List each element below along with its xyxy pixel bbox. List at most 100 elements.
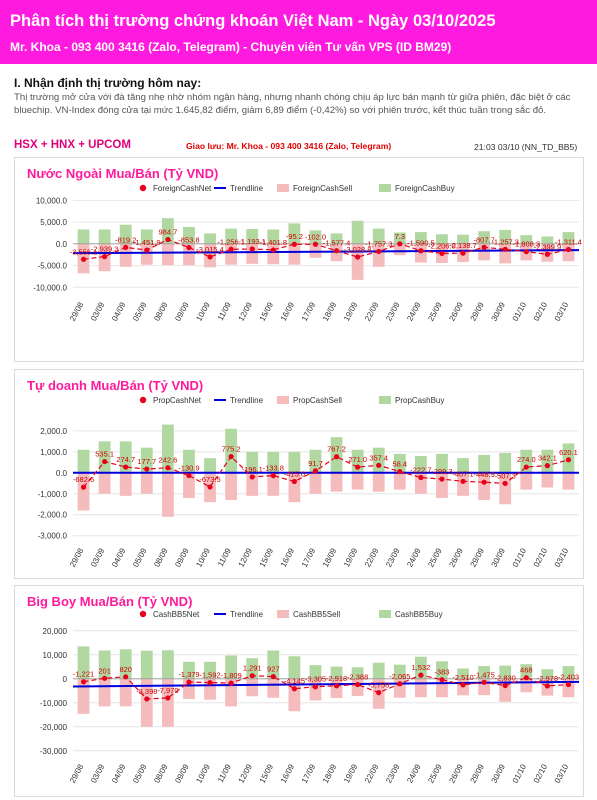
sell-bar bbox=[436, 678, 448, 698]
x-tick-label: 02/10 bbox=[532, 300, 550, 322]
prop-flow-chart-title: Tự doanh Mua/Bán (Tỷ VND) bbox=[27, 378, 204, 393]
net-point bbox=[207, 254, 213, 260]
buy-bar bbox=[309, 665, 322, 679]
net-data-label: -2,939.3 bbox=[91, 245, 119, 254]
net-data-label: -2,403 bbox=[558, 673, 579, 682]
buy-bar bbox=[414, 456, 427, 473]
net-data-label: 242.6 bbox=[158, 456, 177, 465]
sell-bar bbox=[309, 472, 322, 494]
buy-bar bbox=[288, 656, 301, 679]
net-point bbox=[80, 679, 87, 685]
net-data-label: -1,475 bbox=[473, 670, 494, 679]
buy-bar bbox=[183, 661, 195, 679]
buy-bar bbox=[457, 234, 469, 244]
buy-bar bbox=[77, 229, 90, 244]
buy-bar bbox=[267, 650, 280, 679]
sell-bar bbox=[351, 678, 364, 697]
y-tick-label: -10,000.0 bbox=[33, 283, 67, 292]
x-tick-label: 03/10 bbox=[553, 300, 571, 322]
x-tick-label: 02/10 bbox=[532, 762, 550, 784]
net-point bbox=[333, 683, 340, 689]
buy-bar bbox=[562, 232, 575, 244]
sell-bar bbox=[161, 678, 174, 727]
buy-bar bbox=[161, 650, 174, 679]
net-data-label: -2,399.9 bbox=[534, 242, 562, 251]
buy-bar bbox=[330, 666, 343, 679]
header-banner: Phân tích thị trường chứng khoán Việt Na… bbox=[0, 0, 597, 64]
net-point bbox=[355, 464, 361, 470]
legend-label: PropCashNet bbox=[153, 396, 202, 405]
sell-bar bbox=[140, 678, 153, 727]
x-tick-label: 23/09 bbox=[384, 300, 402, 322]
x-tick-label: 05/09 bbox=[131, 300, 149, 322]
market-label: HSX + HNX + UPCOM bbox=[14, 139, 131, 151]
net-data-label: -1,808.3 bbox=[513, 240, 541, 249]
sell-bar bbox=[77, 472, 90, 511]
trendline bbox=[72, 680, 580, 688]
net-point bbox=[544, 251, 550, 257]
x-tick-label: 02/10 bbox=[532, 546, 550, 568]
net-data-label: 91.7 bbox=[308, 459, 323, 468]
x-tick-label: 04/09 bbox=[110, 762, 128, 784]
net-point bbox=[291, 478, 297, 485]
x-tick-label: 03/09 bbox=[89, 546, 107, 568]
y-tick-label: 2,000.0 bbox=[40, 427, 67, 436]
foreign-flow-chart-title: Nước Ngoài Mua/Bán (Tỷ VND) bbox=[27, 166, 219, 181]
net-data-label: -95.2 bbox=[286, 232, 303, 241]
x-tick-label: 29/09 bbox=[469, 300, 487, 322]
buy-bar bbox=[351, 449, 364, 473]
x-tick-label: 17/09 bbox=[300, 300, 318, 322]
buy-bar bbox=[393, 232, 406, 244]
y-tick-label: -5,000.0 bbox=[38, 262, 68, 271]
prop-legend: PropCashNet Trendline PropCashSell PropCash… bbox=[139, 396, 444, 405]
y-tick-label: 1,000.0 bbox=[40, 448, 67, 457]
legend-label: PropCashBuy bbox=[395, 396, 444, 405]
net-data-label: -1,592 bbox=[199, 671, 220, 680]
x-tick-label: 03/09 bbox=[89, 762, 107, 784]
x-tick-label: 05/09 bbox=[131, 546, 149, 568]
net-point bbox=[144, 466, 150, 472]
x-tick-label: 10/09 bbox=[194, 546, 212, 568]
x-tick-label: 26/09 bbox=[447, 762, 465, 784]
net-data-label: 357.4 bbox=[369, 453, 388, 462]
sell-bar bbox=[246, 243, 259, 264]
x-tick-label: 05/09 bbox=[131, 762, 149, 784]
sell-bar bbox=[351, 243, 364, 280]
buy-bar bbox=[119, 441, 132, 473]
net-data-label: -2,510 bbox=[452, 673, 473, 682]
buy-bar bbox=[246, 451, 259, 473]
sell-bar bbox=[372, 243, 385, 267]
x-tick-label: 24/09 bbox=[405, 546, 423, 568]
sell-bar bbox=[414, 472, 427, 494]
net-point bbox=[397, 468, 403, 475]
buy-bar bbox=[267, 229, 280, 244]
net-point bbox=[165, 236, 171, 243]
net-point bbox=[207, 484, 213, 490]
x-tick-label: 23/09 bbox=[384, 762, 402, 784]
sell-bar bbox=[119, 243, 132, 267]
net-data-label: -507.3 bbox=[495, 471, 516, 480]
x-tick-label: 09/09 bbox=[173, 546, 191, 568]
x-tick-label: 26/09 bbox=[447, 546, 465, 568]
x-tick-label: 24/09 bbox=[405, 300, 423, 322]
net-point bbox=[144, 696, 150, 702]
net-data-label: -2,206.0 bbox=[428, 241, 456, 250]
net-data-label: -1,256.1 bbox=[217, 237, 245, 246]
net-point bbox=[186, 244, 192, 251]
legend-label: ForeignCashBuy bbox=[395, 184, 455, 193]
net-data-label: -2,830 bbox=[495, 674, 516, 683]
net-data-label: -807.7 bbox=[473, 235, 494, 244]
y-tick-label: 0.0 bbox=[56, 469, 68, 478]
timestamp-label: 21:03 03/10 (NN_TD_BB5) bbox=[474, 142, 578, 152]
y-tick-label: 10,000.0 bbox=[36, 196, 68, 205]
net-data-label: -3,028.8 bbox=[344, 245, 372, 254]
x-tick-label: 19/09 bbox=[342, 762, 360, 784]
net-point bbox=[291, 686, 297, 692]
legend-buy-marker bbox=[379, 184, 391, 192]
legend-label: CashBB5Net bbox=[153, 610, 200, 619]
sell-bar bbox=[478, 243, 491, 261]
legend-buy-marker bbox=[379, 610, 391, 618]
buy-bar bbox=[478, 231, 491, 244]
legend-label: CashBB5Buy bbox=[395, 610, 443, 619]
net-point bbox=[312, 468, 319, 474]
